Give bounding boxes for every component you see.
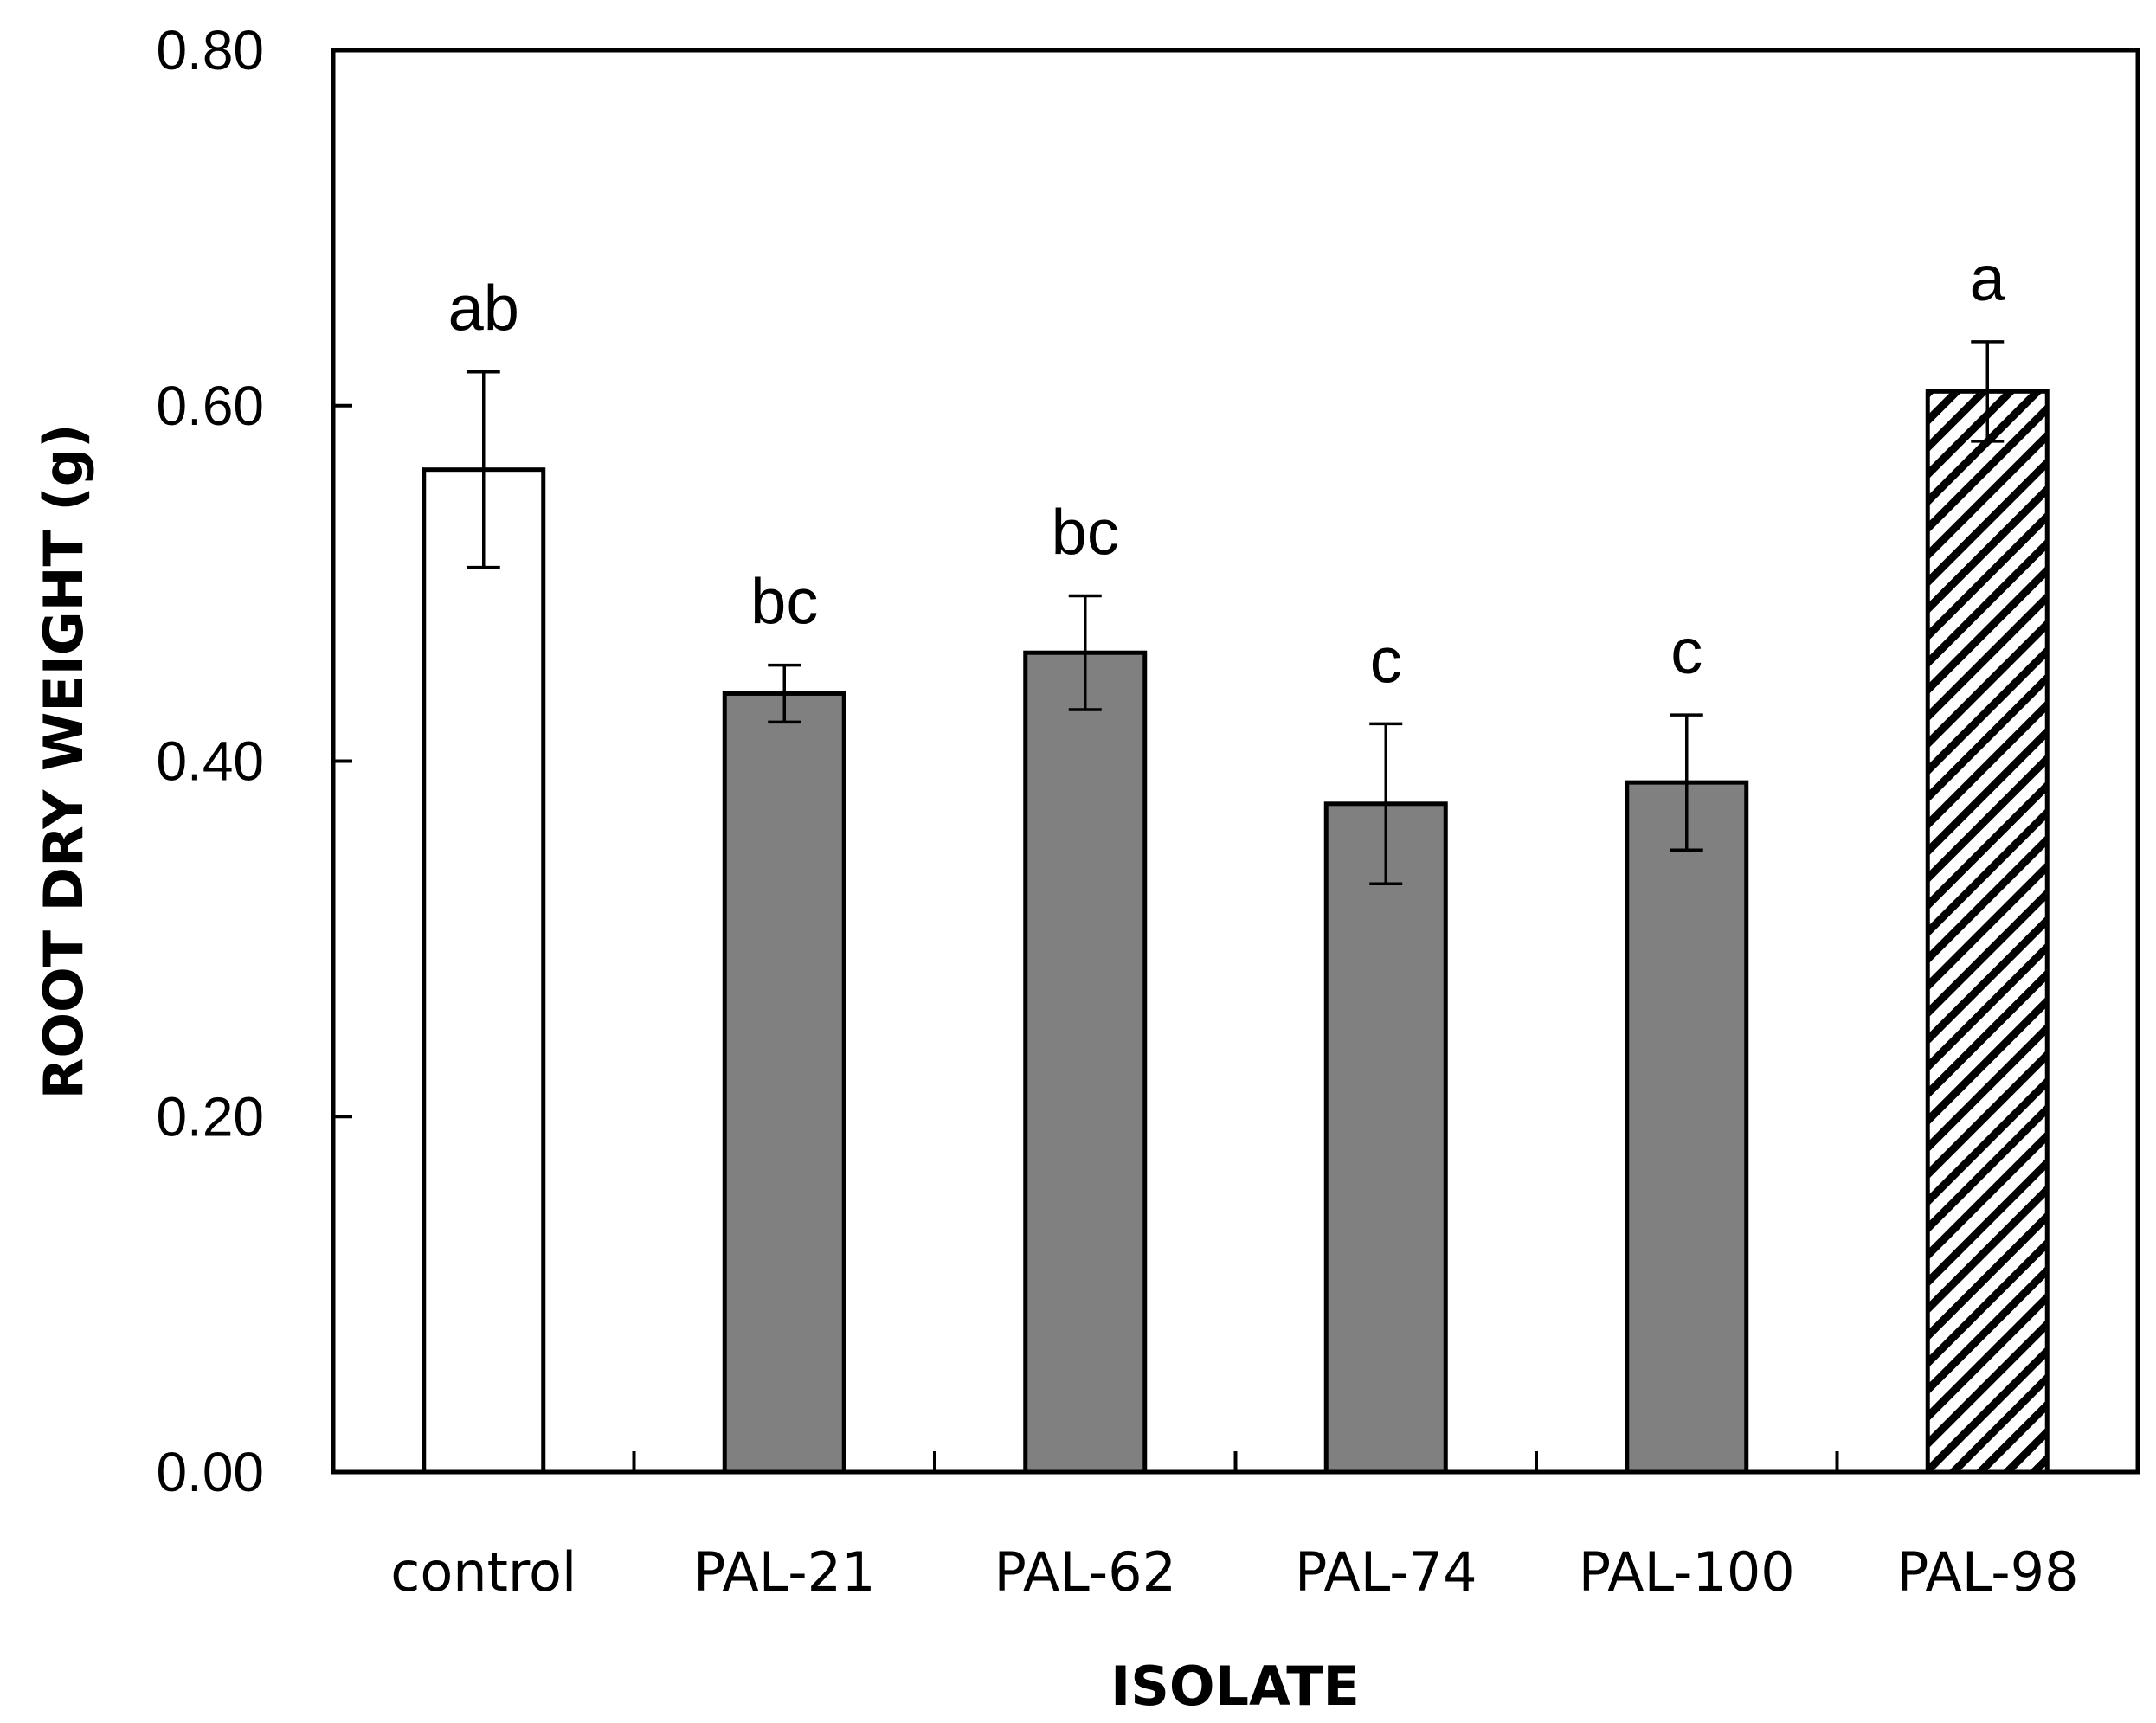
significance-letter: c bbox=[1370, 624, 1402, 696]
y-tick-label: 0.40 bbox=[156, 730, 264, 793]
bar-control bbox=[422, 467, 546, 1475]
y-tick-label: 0.80 bbox=[156, 19, 264, 81]
y-tick-label: 0.20 bbox=[156, 1085, 264, 1148]
x-tick-label: PAL-74 bbox=[1295, 1540, 1477, 1604]
x-tick-label: PAL-98 bbox=[1896, 1540, 2079, 1604]
y-axis-title: ROOT DRY WEIGHT (g) bbox=[32, 424, 95, 1100]
y-tick-label: 0.00 bbox=[156, 1441, 264, 1503]
significance-letter: bc bbox=[750, 566, 818, 638]
error-bars bbox=[467, 340, 2005, 885]
bars bbox=[422, 389, 2050, 1475]
significance-letter: c bbox=[1670, 615, 1702, 687]
x-axis: control PAL-21 PAL-62 PAL-74 PAL-100 PAL-98 bbox=[390, 1451, 2079, 1604]
bar-pal-74 bbox=[1323, 801, 1448, 1475]
x-axis-title: ISOLATE bbox=[1110, 1655, 1360, 1718]
y-axis: 0.00 0.20 0.40 0.60 0.80 bbox=[156, 19, 352, 1503]
x-tick-label: PAL-21 bbox=[693, 1540, 876, 1604]
bar-pal-98 bbox=[1925, 389, 2050, 1475]
significance-letter: a bbox=[1970, 242, 2006, 314]
significance-letter: ab bbox=[448, 273, 519, 344]
plot-frame bbox=[331, 48, 2140, 1475]
significance-letter: bc bbox=[1052, 497, 1119, 569]
y-tick-label: 0.60 bbox=[156, 375, 264, 437]
x-tick-label: control bbox=[390, 1540, 576, 1604]
bar-pal-100 bbox=[1625, 780, 1749, 1475]
significance-letters: ab bc bc c c a bbox=[448, 242, 2006, 697]
x-tick-label: PAL-62 bbox=[994, 1540, 1176, 1604]
bar-pal-62 bbox=[1023, 650, 1148, 1475]
bar-pal-21 bbox=[722, 691, 846, 1475]
x-tick-label: PAL-100 bbox=[1579, 1540, 1795, 1604]
